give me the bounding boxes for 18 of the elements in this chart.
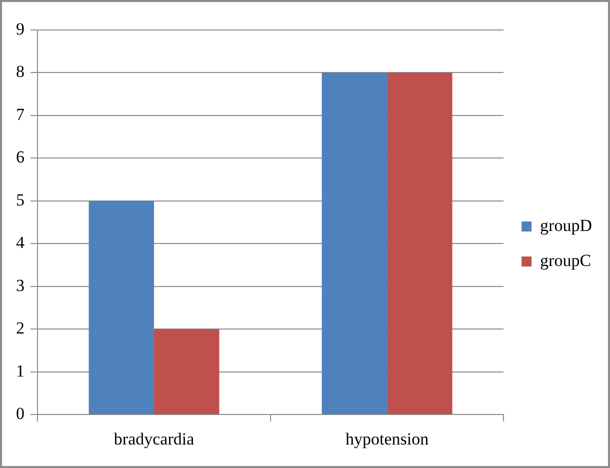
y-tick-label: 5 (16, 190, 24, 210)
y-tick-label: 6 (16, 148, 24, 167)
y-tick-label: 7 (16, 104, 25, 124)
y-tick-label: 8 (16, 62, 24, 82)
x-tick-label: hypotension (345, 429, 430, 448)
bar (387, 72, 452, 414)
bar (322, 72, 388, 414)
y-tick-label: 9 (16, 19, 24, 38)
y-tick-label: 2 (16, 318, 24, 338)
y-tick-label: 3 (16, 276, 24, 295)
bar (88, 200, 154, 414)
y-tick-label: 0 (16, 404, 24, 424)
legend-label: groupC (540, 250, 592, 270)
y-tick-label: 4 (16, 233, 25, 252)
bar (154, 329, 220, 414)
x-tick-label: bradycardia (114, 429, 195, 448)
legend-label: groupD (540, 216, 592, 235)
y-tick-label: 1 (16, 361, 24, 380)
